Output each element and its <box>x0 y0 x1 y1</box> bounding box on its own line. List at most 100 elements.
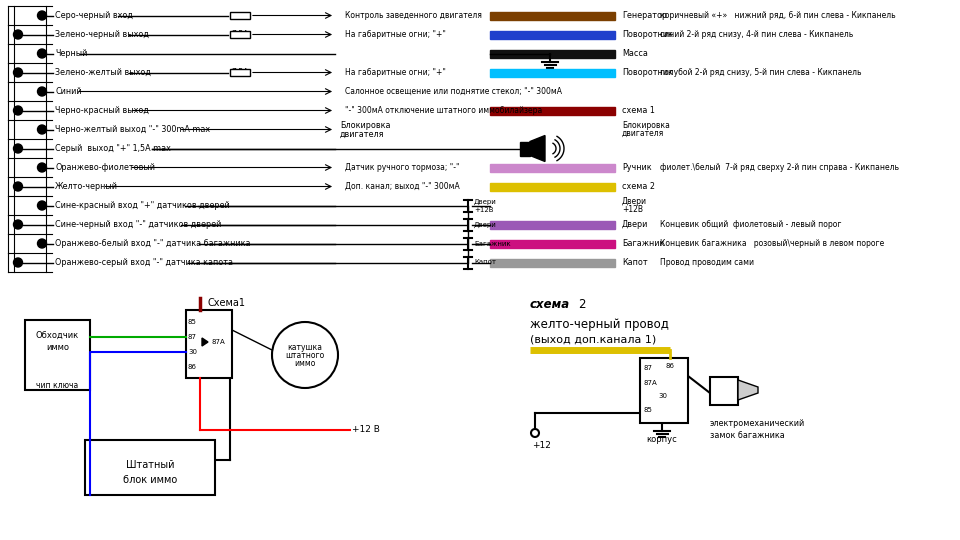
Text: Сине-красный вход "+" датчиков дверей: Сине-красный вход "+" датчиков дверей <box>55 201 229 210</box>
Text: иммо: иммо <box>46 342 69 352</box>
Text: 85: 85 <box>188 319 197 325</box>
Circle shape <box>37 201 46 210</box>
Text: 85: 85 <box>643 407 652 413</box>
Text: Поворотник: Поворотник <box>622 68 673 77</box>
Text: Двери: Двери <box>474 198 496 205</box>
Text: На габаритные огни; "+": На габаритные огни; "+" <box>345 30 445 39</box>
Polygon shape <box>530 136 545 161</box>
Text: коричневый «+»   нижний ряд, 6-й пин слева - Кикпанель: коричневый «+» нижний ряд, 6-й пин слева… <box>660 11 896 20</box>
Text: Датчик ручного тормоза; "-": Датчик ручного тормоза; "-" <box>345 163 460 172</box>
Text: штатного: штатного <box>285 350 324 360</box>
Text: Двери: Двери <box>622 197 647 206</box>
Text: 2: 2 <box>578 298 586 311</box>
Text: Черно-красный выход: Черно-красный выход <box>55 106 149 115</box>
Text: иммо: иммо <box>295 359 316 368</box>
Text: электромеханический: электромеханический <box>710 418 805 428</box>
Bar <box>490 69 615 77</box>
Bar <box>490 259 615 267</box>
Text: корпус: корпус <box>647 435 678 443</box>
Text: желто-черный провод: желто-черный провод <box>530 318 669 331</box>
Text: катушка: катушка <box>287 342 323 352</box>
Text: Черно-желтый выход "-" 300mA max: Черно-желтый выход "-" 300mA max <box>55 125 210 134</box>
Text: "-" 300мА отключение штатного иммобилайзера: "-" 300мА отключение штатного иммобилайз… <box>345 106 542 115</box>
Circle shape <box>272 322 338 388</box>
Text: Капот: Капот <box>622 258 648 267</box>
Circle shape <box>531 429 539 437</box>
Bar <box>230 31 250 38</box>
Text: Концевик багажника   розовый\черный в левом пороге: Концевик багажника розовый\черный в лево… <box>660 239 884 248</box>
Circle shape <box>37 163 46 172</box>
Circle shape <box>13 144 22 153</box>
Text: фиолет.\белый  7-й ряд сверху 2-й пин справа - Кикпанель: фиолет.\белый 7-й ряд сверху 2-й пин спр… <box>660 163 899 172</box>
Text: двигателя: двигателя <box>340 130 385 139</box>
Text: Концевик общий  фиолетовый - левый порог: Концевик общий фиолетовый - левый порог <box>660 220 842 229</box>
Text: Черный: Черный <box>55 49 87 58</box>
Text: 87: 87 <box>188 334 197 340</box>
Text: Желто-черный: Желто-черный <box>55 182 118 191</box>
Text: Оранжево-белый вход "-" датчика багажника: Оранжево-белый вход "-" датчика багажник… <box>55 239 251 248</box>
Bar <box>490 240 615 247</box>
Text: +12В: +12В <box>622 205 643 214</box>
Text: синий 2-й ряд снизу, 4-й пин слева - Кикпанель: синий 2-й ряд снизу, 4-й пин слева - Кик… <box>660 30 853 39</box>
Circle shape <box>37 239 46 248</box>
Text: Масса: Масса <box>622 49 648 58</box>
Text: двигателя: двигателя <box>622 129 664 138</box>
Bar <box>490 106 615 114</box>
Text: Зелено-желтый выход: Зелено-желтый выход <box>55 68 151 77</box>
Text: схема 1: схема 1 <box>622 106 655 115</box>
Text: На габаритные огни; "+": На габаритные огни; "+" <box>345 68 445 77</box>
Text: Багажник: Багажник <box>474 240 511 246</box>
Text: 86: 86 <box>665 363 674 369</box>
Text: чип ключа: чип ключа <box>36 381 79 389</box>
Circle shape <box>37 87 46 96</box>
Polygon shape <box>738 380 758 400</box>
Bar <box>230 12 250 19</box>
Text: 7,5A: 7,5A <box>231 30 249 39</box>
Bar <box>640 358 688 423</box>
Bar <box>490 164 615 172</box>
Text: Багажник: Багажник <box>622 239 664 248</box>
Text: +12: +12 <box>532 441 551 449</box>
Text: 30: 30 <box>188 349 197 355</box>
Circle shape <box>37 125 46 134</box>
Text: Контроль заведенного двигателя: Контроль заведенного двигателя <box>345 11 482 20</box>
Text: замок багажника: замок багажника <box>710 430 784 440</box>
Text: Обходчик: Обходчик <box>36 330 79 340</box>
Text: Синий: Синий <box>55 87 82 96</box>
Text: Серый  выход "+" 1,5A max: Серый выход "+" 1,5A max <box>55 144 171 153</box>
Text: Провод проводим сами: Провод проводим сами <box>660 258 754 267</box>
Text: Блокировка: Блокировка <box>340 121 391 130</box>
Bar <box>490 183 615 191</box>
Text: Схема1: Схема1 <box>208 298 246 308</box>
Text: Зелено-черный выход: Зелено-черный выход <box>55 30 149 39</box>
Text: (выход доп.канала 1): (выход доп.канала 1) <box>530 335 657 345</box>
Text: 86: 86 <box>188 364 197 370</box>
Circle shape <box>13 182 22 191</box>
Text: 7,5A: 7,5A <box>231 69 249 78</box>
Bar <box>520 141 530 156</box>
Bar <box>710 377 738 405</box>
Text: схема 2: схема 2 <box>622 182 655 191</box>
Text: схема: схема <box>530 298 570 311</box>
Text: блок иммо: блок иммо <box>123 475 178 485</box>
Text: Сине-черный вход "-" датчиков дверей: Сине-черный вход "-" датчиков дверей <box>55 220 222 229</box>
Bar <box>490 50 615 57</box>
Text: 87A: 87A <box>212 339 226 345</box>
Circle shape <box>13 68 22 77</box>
Bar <box>230 69 250 76</box>
Text: Салонное освещение или поднятие стекол; "-" 300мА: Салонное освещение или поднятие стекол; … <box>345 87 562 96</box>
Text: Капот: Капот <box>474 260 496 266</box>
Text: Доп. канал; выход "-" 300мА: Доп. канал; выход "-" 300мА <box>345 182 460 191</box>
Polygon shape <box>202 338 208 346</box>
Text: Генератор: Генератор <box>622 11 667 20</box>
Bar <box>490 11 615 19</box>
Text: 7,5A: 7,5A <box>231 11 249 21</box>
Text: 87A: 87A <box>643 380 657 386</box>
Bar <box>85 440 215 495</box>
Text: Оранжево-фиолетовый: Оранжево-фиолетовый <box>55 163 155 172</box>
Circle shape <box>37 49 46 58</box>
Circle shape <box>13 220 22 229</box>
Text: Двери: Двери <box>474 221 496 227</box>
Circle shape <box>13 30 22 39</box>
Text: Ручник: Ручник <box>622 163 652 172</box>
